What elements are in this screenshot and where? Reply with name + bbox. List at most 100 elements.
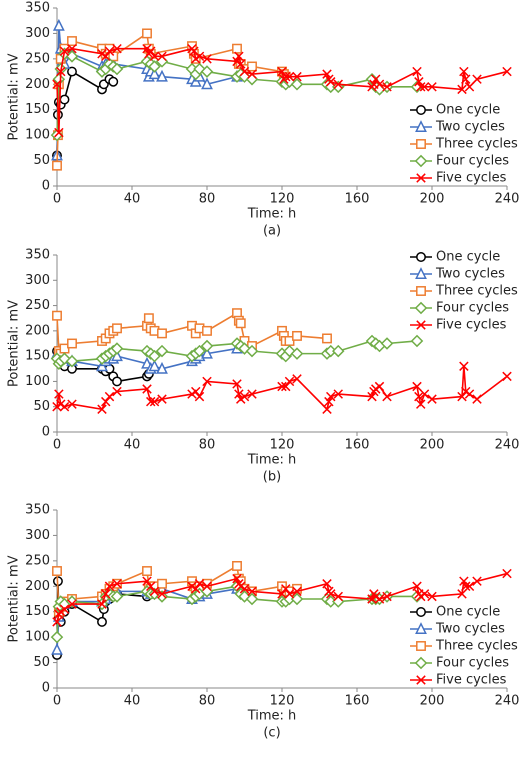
marker [459, 66, 469, 77]
legend-label: One cycle [436, 605, 500, 620]
marker [414, 391, 424, 402]
x-tick-label: 0 [53, 438, 61, 453]
marker [52, 310, 62, 321]
marker [245, 592, 259, 606]
marker [374, 79, 385, 90]
y-tick-label: 250 [25, 553, 50, 568]
marker [112, 579, 122, 589]
marker [247, 69, 257, 79]
marker [322, 333, 332, 344]
legend-label: Two cycles [435, 267, 505, 282]
marker [239, 584, 250, 594]
chart-panel: 0 50 100 150 200 250 300 350 0 40 80 120 160 200 240 Ti… [7, 248, 520, 485]
marker [414, 656, 428, 670]
marker [247, 389, 257, 399]
marker [416, 252, 426, 262]
marker [235, 318, 246, 329]
x-tick-label: 240 [495, 694, 520, 709]
marker [234, 389, 244, 399]
x-tick-label: 40 [124, 694, 141, 709]
marker [419, 389, 430, 399]
marker [324, 396, 334, 407]
series-line [56, 366, 508, 411]
x-tick-label: 120 [270, 438, 295, 453]
marker [232, 379, 242, 389]
marker [97, 404, 107, 414]
marker [142, 384, 152, 394]
caption: (a) [263, 224, 281, 239]
marker [202, 325, 212, 336]
y-tick-label: 150 [25, 102, 50, 117]
x-tick-label: 80 [199, 438, 216, 453]
marker [333, 591, 343, 602]
marker [112, 323, 122, 334]
marker [382, 82, 392, 92]
marker [157, 578, 167, 589]
x-tick-label: 0 [53, 694, 61, 709]
marker [52, 18, 65, 31]
y-axis-label: Potential: mV [7, 53, 22, 140]
marker [52, 79, 62, 90]
legend-label: Four cycles [436, 656, 509, 671]
chart-panel: 0 50 100 150 200 250 300 350 0 40 80 120 160 200 240 Ti… [7, 1, 520, 239]
marker [415, 267, 427, 279]
marker [322, 579, 332, 589]
marker [410, 334, 424, 348]
marker [374, 381, 385, 392]
y-tick-label: 100 [25, 630, 50, 645]
x-axis-label: Time: h [247, 709, 297, 724]
marker [200, 65, 214, 78]
marker [472, 394, 482, 404]
y-tick-label: 250 [25, 51, 50, 66]
chart-panel: 0 50 100 150 200 250 300 350 0 40 80 120 160 200 240 Ti… [7, 503, 520, 741]
marker [202, 581, 212, 592]
marker [202, 54, 212, 64]
x-tick-label: 80 [199, 192, 216, 207]
marker [200, 339, 214, 353]
y-tick-label: 50 [33, 153, 50, 168]
marker [54, 389, 64, 399]
marker [232, 573, 242, 584]
marker [414, 301, 428, 315]
x-axis-label: Time: h [247, 207, 297, 222]
marker [142, 576, 152, 586]
marker [382, 391, 392, 402]
marker [59, 94, 70, 105]
marker [194, 391, 205, 402]
marker [110, 342, 124, 355]
marker [292, 71, 302, 82]
x-tick-label: 200 [420, 438, 445, 453]
legend-label: Five cycles [436, 673, 507, 688]
marker [419, 589, 430, 599]
x-tick-label: 80 [199, 694, 216, 709]
marker [156, 69, 168, 82]
marker [101, 396, 111, 407]
legend-label: One cycle [436, 250, 500, 265]
marker [427, 591, 437, 602]
legend-label: Four cycles [436, 301, 509, 316]
marker [56, 66, 66, 77]
legend-label: One cycle [436, 103, 500, 118]
marker [239, 391, 250, 402]
x-tick-label: 240 [495, 192, 520, 207]
marker [412, 381, 422, 392]
marker [322, 69, 332, 79]
marker [104, 391, 115, 402]
marker [202, 376, 212, 387]
marker [281, 71, 291, 82]
x-tick-label: 200 [420, 694, 445, 709]
marker [457, 391, 467, 402]
marker [326, 77, 336, 87]
x-tick-label: 120 [270, 694, 295, 709]
marker [143, 313, 154, 324]
y-tick-label: 50 [33, 655, 50, 670]
marker [201, 346, 213, 359]
marker [97, 616, 107, 627]
marker [281, 584, 291, 594]
marker [232, 43, 242, 54]
marker [148, 349, 161, 363]
marker [457, 84, 467, 95]
marker [155, 344, 169, 358]
marker [371, 74, 381, 84]
marker [290, 347, 304, 360]
